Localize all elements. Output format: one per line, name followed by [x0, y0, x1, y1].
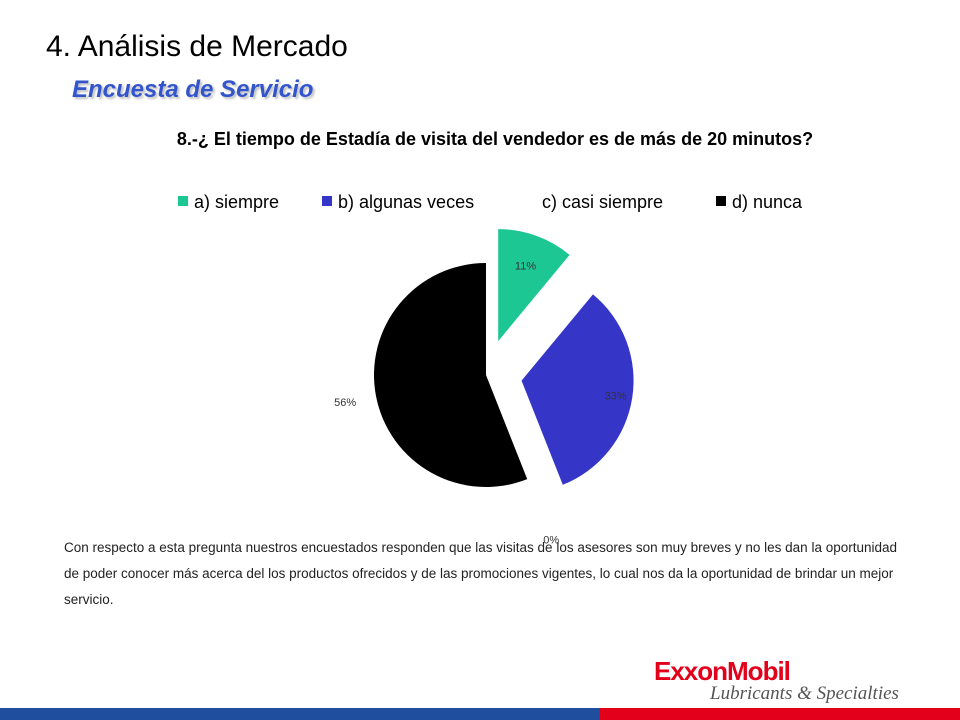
- legend-label-algunas-veces: b) algunas veces: [338, 192, 475, 212]
- data-label-algunas-veces: 33%: [605, 391, 627, 403]
- slide-subtitle: Encuesta de Servicio: [72, 76, 314, 103]
- legend-label-siempre: a) siempre: [194, 192, 280, 212]
- logo-tagline: Lubricants & Specialties: [710, 683, 899, 704]
- description-text: Con respecto a esta pregunta nuestros en…: [64, 540, 898, 607]
- pie-slice-nunca: [374, 263, 528, 487]
- pie-slice-algunas-veces: [521, 294, 634, 485]
- legend-swatch-algunas-veces: [322, 196, 332, 206]
- legend-label-nunca: d) nunca: [732, 192, 803, 212]
- legend-item-casi-siempre: c) casi siempre: [542, 190, 663, 214]
- legend-swatch-nunca: [716, 196, 726, 206]
- legend-item-nunca: d) nunca: [716, 190, 802, 214]
- bottom-color-bar: [0, 708, 960, 720]
- data-label-siempre: 11%: [515, 260, 536, 272]
- bottom-bar-blue: [0, 708, 600, 720]
- bottom-bar-red: [600, 708, 960, 720]
- data-label-nunca: 56%: [334, 397, 356, 409]
- slide-title: 4. Análisis de Mercado: [46, 30, 348, 63]
- pie-slice-siempre: [498, 229, 570, 342]
- logo-wordmark: ExxonMobil: [654, 656, 791, 686]
- data-label-casi-siempre: 0%: [543, 535, 559, 547]
- legend-item-siempre: a) siempre: [178, 190, 279, 214]
- legend-swatch-siempre: [178, 196, 188, 206]
- chart-title: 8.-¿ El tiempo de Estadía de visita del …: [176, 129, 814, 149]
- chart-legend: a) siempre b) algunas veces c) casi siem…: [150, 190, 850, 216]
- legend-label-casi-siempre: c) casi siempre: [542, 192, 664, 212]
- exxonmobil-logo: ExxonMobil Lubricants & Specialties: [654, 656, 944, 706]
- legend-item-algunas-veces: b) algunas veces: [322, 190, 474, 214]
